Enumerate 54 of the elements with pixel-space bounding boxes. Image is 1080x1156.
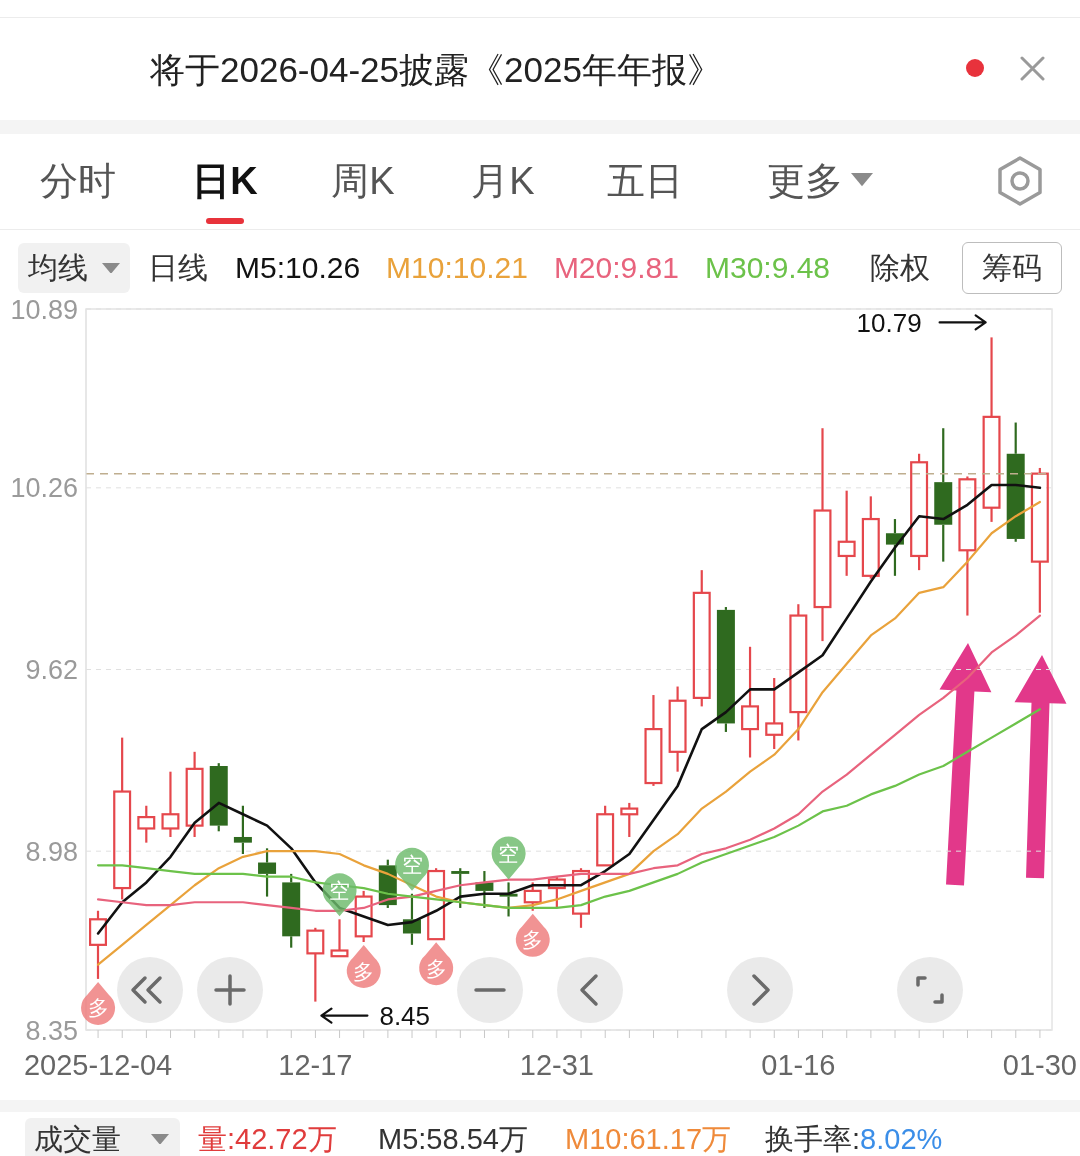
candlestick [982, 336, 1001, 523]
annotation: 8.45 [379, 1000, 431, 1031]
text: M5:10.26 [235, 251, 361, 285]
text: M5:58.54万 [378, 1122, 528, 1156]
candlestick [837, 489, 856, 577]
candlestick [716, 605, 735, 734]
text: 分时 [40, 159, 116, 204]
annotation: 多 [353, 959, 375, 983]
text: 8.02% [860, 1122, 943, 1156]
x-tick-label: 01-30 [1002, 1048, 1078, 1081]
annotation: 空 [329, 878, 351, 902]
candlestick [161, 770, 180, 839]
button: 筹码 [962, 242, 1062, 294]
text: 除权 [870, 251, 930, 285]
text: M30:9.48 [704, 251, 831, 285]
text: 更多 [767, 159, 843, 204]
text: 均线 [28, 251, 88, 285]
text: 五日 [607, 159, 683, 204]
x-tick-label: 01-16 [761, 1048, 836, 1081]
text: 月K [471, 159, 535, 204]
line-series [96, 708, 1042, 910]
text: 日K [192, 159, 258, 204]
y-tick-label: 10.89 [10, 294, 78, 325]
text: 日线 [148, 251, 208, 285]
candlestick [885, 517, 904, 577]
x-tick-label: 12-17 [278, 1048, 353, 1081]
candlestick [741, 645, 760, 759]
candlestick [644, 693, 663, 787]
annotation: 多 [522, 928, 544, 952]
candlestick [1006, 421, 1025, 543]
x-tick-label: 2025-12-04 [23, 1048, 173, 1081]
y-tick-label: 8.98 [25, 836, 78, 867]
annotation: 多 [87, 996, 109, 1020]
candlestick [958, 475, 977, 617]
text: M10:10.21 [386, 251, 528, 285]
y-tick-label: 10.26 [10, 473, 78, 504]
candlestick [934, 427, 953, 563]
y-tick-label: 8.35 [25, 1015, 78, 1046]
text: M10:61.17万 [565, 1122, 732, 1156]
candlestick [451, 867, 470, 910]
annotation: 空 [401, 853, 423, 877]
line-series [96, 614, 1042, 912]
text: 换手率: [765, 1122, 861, 1156]
annotation: 空 [498, 841, 520, 865]
annotation: 多 [425, 956, 447, 980]
text: 量:42.72万 [198, 1122, 337, 1156]
x-tick-label: 12-31 [519, 1048, 595, 1081]
text: 周K [331, 159, 395, 204]
y-tick-label: 9.62 [25, 655, 78, 686]
text: 成交量 [34, 1122, 121, 1156]
chart-title: 将于2026-04-25披露《2025年年报》 [150, 49, 722, 91]
text: M20:9.81 [553, 251, 679, 285]
annotation: 10.79 [856, 307, 922, 338]
candlestick [813, 427, 832, 643]
